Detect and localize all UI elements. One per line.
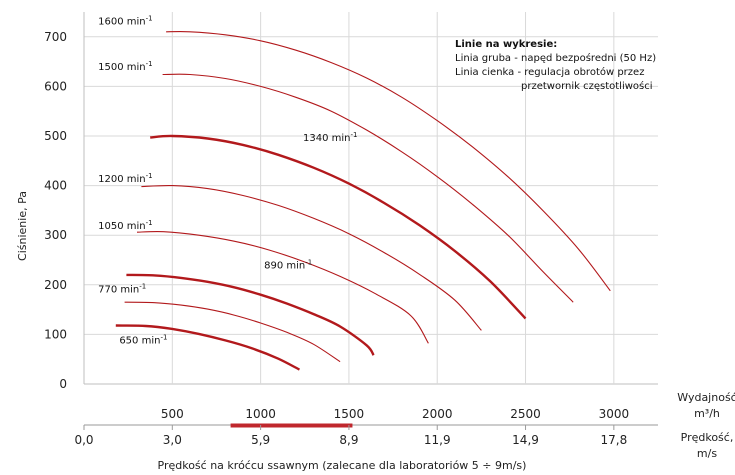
y-axis-ticks: 0 100 200 300 400 500 600 700 xyxy=(44,30,67,391)
curve-label: 1200 min-1 xyxy=(98,172,152,185)
y-axis-label: Ciśnienie, Pa xyxy=(16,191,29,261)
curve-label: 890 min-1 xyxy=(264,258,312,271)
curve-labels: 1600 min-1 1500 min-1 1340 min-1 1200 min-1… xyxy=(98,14,357,346)
legend-line-2: Linia cienka - regulacja obrotów przez xyxy=(455,66,644,78)
flow-tick-label: 2000 xyxy=(422,407,453,421)
y-tick-label: 400 xyxy=(44,179,67,193)
curve-770 xyxy=(124,301,341,363)
y-tick-label: 200 xyxy=(44,278,67,292)
curve-1600 xyxy=(166,31,611,292)
curve-label: 1340 min-1 xyxy=(303,131,357,144)
speed-tick-label: 14,9 xyxy=(512,433,539,447)
curve-1340 xyxy=(150,134,527,320)
speed-axis-label-line1: Prędkość, xyxy=(681,431,734,444)
flow-tick-label: 1500 xyxy=(334,407,365,421)
flow-tick-label: 1000 xyxy=(245,407,276,421)
curve-890 xyxy=(126,273,375,356)
legend: Linie na wykresie: Linia gruba - napęd b… xyxy=(455,39,656,92)
curve-1500 xyxy=(162,73,574,303)
curve-label: 1600 min-1 xyxy=(98,14,152,27)
curve-label: 1500 min-1 xyxy=(98,60,152,73)
legend-line-1: Linia gruba - napęd bezpośredni (50 Hz) xyxy=(455,52,656,64)
x-axes: 500 1000 1500 2000 2500 3000 0,0 3,0 5,9 8,9 11,9 1… xyxy=(74,407,658,447)
y-tick-label: 600 xyxy=(44,79,67,93)
flow-axis-label-line2: m³/h xyxy=(694,407,720,420)
flow-tick-label: 2500 xyxy=(510,407,541,421)
speed-axis-label-line2: m/s xyxy=(697,447,717,460)
x-axis-caption: Prędkość na króćcu ssawnym (zalecane dla… xyxy=(158,459,527,472)
speed-tick-label: 17,8 xyxy=(600,433,627,447)
curve-1200 xyxy=(141,184,482,331)
y-tick-label: 700 xyxy=(44,30,67,44)
legend-title: Linie na wykresie: xyxy=(455,39,557,50)
fan-curves xyxy=(115,31,611,371)
y-tick-label: 100 xyxy=(44,327,67,341)
recommended-speed-range xyxy=(230,423,353,428)
flow-tick-label: 3000 xyxy=(599,407,630,421)
curve-label: 770 min-1 xyxy=(98,283,146,296)
speed-tick-label: 5,9 xyxy=(251,433,270,447)
curve-650 xyxy=(115,324,301,371)
y-tick-label: 0 xyxy=(59,377,67,391)
y-tick-label: 500 xyxy=(44,129,67,143)
flow-axis-label-line1: Wydajność xyxy=(677,391,735,404)
legend-line-3: przetwornik częstotliwości xyxy=(521,80,653,92)
speed-tick-label: 11,9 xyxy=(424,433,451,447)
y-tick-label: 300 xyxy=(44,228,67,242)
speed-tick-label: 0,0 xyxy=(74,433,93,447)
speed-tick-label: 3,0 xyxy=(163,433,182,447)
flow-tick-label: 500 xyxy=(161,407,184,421)
curve-1050 xyxy=(136,231,429,344)
speed-tick-label: 8,9 xyxy=(339,433,358,447)
curve-label: 650 min-1 xyxy=(119,333,167,346)
curve-label: 1050 min-1 xyxy=(98,219,152,232)
